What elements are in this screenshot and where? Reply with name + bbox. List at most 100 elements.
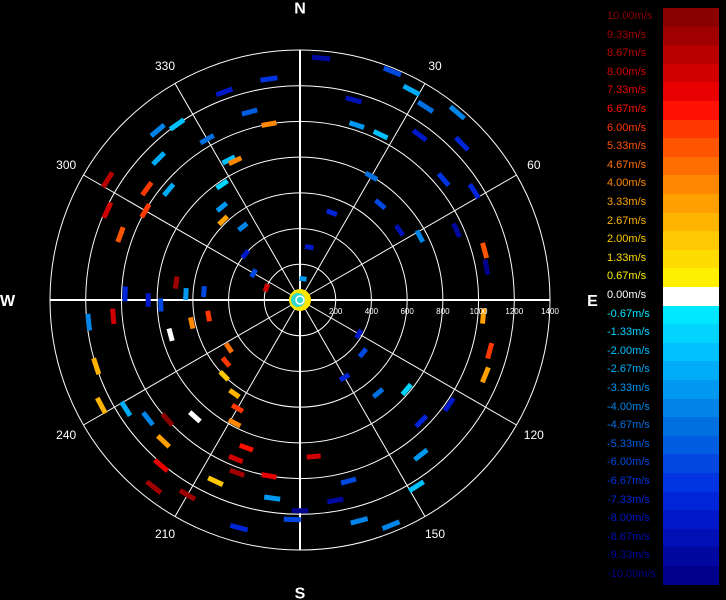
colorbar-label: -0.67m/s	[607, 307, 650, 320]
range-label: 600	[400, 307, 414, 316]
velocity-gate	[220, 356, 232, 368]
velocity-gate	[402, 83, 421, 97]
velocity-gate	[448, 104, 466, 121]
colorbar-swatch	[663, 324, 719, 343]
velocity-gate	[480, 242, 490, 259]
colorbar-swatch	[663, 491, 719, 511]
colorbar-entry: -7.33m/s	[604, 491, 722, 511]
azimuth-spoke	[299, 174, 517, 301]
velocity-gate	[199, 133, 216, 146]
colorbar-entry: -3.33m/s	[604, 380, 722, 399]
velocity-gate	[451, 222, 462, 239]
velocity-gate	[149, 122, 166, 138]
velocity-gate	[91, 357, 102, 375]
velocity-gate	[145, 479, 163, 495]
velocity-gate	[237, 221, 249, 233]
velocity-gate	[115, 226, 126, 243]
velocity-gate	[240, 248, 251, 260]
colorbar-label: -6.67m/s	[607, 475, 650, 487]
angle-label: 210	[155, 527, 175, 541]
azimuth-spoke	[299, 83, 426, 301]
angle-label: 150	[425, 527, 445, 541]
colorbar-swatch	[663, 212, 719, 232]
colorbar-label: -4.00m/s	[607, 400, 650, 413]
velocity-gate	[122, 286, 128, 302]
colorbar-entry: 10.00m/s	[604, 8, 722, 27]
compass-labels: N E S W	[0, 1, 598, 600]
colorbar-swatch	[663, 398, 719, 418]
velocity-gate	[414, 229, 426, 244]
colorbar-label: 8.00m/s	[607, 65, 647, 78]
azimuth-spokes	[50, 50, 550, 550]
velocity-gate	[205, 310, 212, 322]
angle-label: 30	[428, 59, 442, 73]
velocity-gate	[228, 453, 244, 464]
velocity-gate	[413, 447, 429, 462]
velocity-gate	[156, 433, 171, 449]
azimuth-spoke	[174, 83, 301, 301]
velocity-gate	[110, 308, 117, 325]
colorbar-swatch	[663, 101, 719, 120]
colorbar-swatch	[663, 454, 719, 473]
colorbar-label: -2.00m/s	[607, 344, 650, 357]
velocity-gate	[311, 54, 331, 62]
velocity-gate	[364, 170, 379, 182]
velocity-gate	[230, 403, 245, 414]
colorbar-label: -8.00m/s	[607, 512, 650, 525]
velocity-gate	[283, 516, 301, 523]
colorbar-swatch	[663, 361, 719, 380]
velocity-gate	[85, 313, 93, 331]
colorbar-swatch	[663, 268, 719, 287]
colorbar-label: 7.33m/s	[607, 84, 647, 97]
colorbar-entry: -8.67m/s	[604, 528, 722, 548]
colorbar-label: 6.67m/s	[607, 103, 647, 115]
colorbar-entry: -10.00m/s	[604, 566, 722, 585]
center-echo	[291, 293, 305, 307]
velocity-gate	[291, 508, 309, 514]
velocity-gate	[436, 171, 451, 188]
colorbar-label: 0.67m/s	[607, 270, 647, 283]
colorbar-label: -7.33m/s	[607, 493, 650, 506]
compass-label: E	[587, 293, 598, 310]
colorbar-label: -10.00m/s	[607, 568, 656, 580]
colorbar-entry: -6.00m/s	[604, 454, 722, 473]
velocity-gate	[345, 95, 363, 105]
angle-labels: 30 60 120 150 210 240 300 330	[56, 59, 544, 541]
colorbar-label: 4.00m/s	[607, 177, 647, 190]
velocity-gate	[207, 475, 224, 487]
velocity-gate	[229, 522, 249, 533]
velocity-colorbar: 10.00m/s 9.33m/s 8.67m/s 8.00m/s 7.33m/s 6.67…	[604, 8, 722, 592]
velocity-gate	[162, 182, 176, 198]
velocity-gate	[95, 396, 108, 415]
velocity-gate	[223, 342, 234, 354]
colorbar-swatch	[663, 528, 719, 548]
colorbar-entry: 4.67m/s	[604, 156, 722, 176]
velocity-gate	[101, 201, 114, 219]
colorbar-entry: -9.33m/s	[604, 547, 722, 566]
colorbar-swatch	[663, 566, 719, 585]
colorbar-swatch	[663, 45, 719, 64]
colorbar-entry: -8.00m/s	[604, 510, 722, 529]
colorbar-entry: 7.33m/s	[604, 82, 722, 101]
colorbar-label: -1.33m/s	[607, 326, 650, 339]
colorbar-swatch	[663, 231, 719, 250]
velocity-gate	[153, 458, 170, 473]
velocity-gate	[480, 366, 491, 384]
velocity-gate	[411, 128, 428, 143]
velocity-gate	[393, 224, 406, 237]
velocity-gate	[382, 65, 402, 78]
velocity-gate	[261, 120, 277, 128]
velocity-gates	[85, 54, 495, 533]
velocity-gate	[400, 382, 413, 397]
velocity-gate	[262, 283, 271, 293]
colorbar-entry: 6.67m/s	[604, 101, 722, 120]
colorbar-entry: 6.00m/s	[604, 119, 722, 139]
velocity-gate	[228, 388, 241, 400]
velocity-gate	[325, 208, 338, 217]
colorbar-entry: 2.00m/s	[604, 231, 722, 250]
velocity-gate	[454, 135, 470, 152]
colorbar-label: 3.33m/s	[607, 196, 647, 208]
colorbar-swatch	[663, 119, 719, 139]
colorbar-swatch	[663, 510, 719, 529]
velocity-gate	[304, 243, 315, 251]
